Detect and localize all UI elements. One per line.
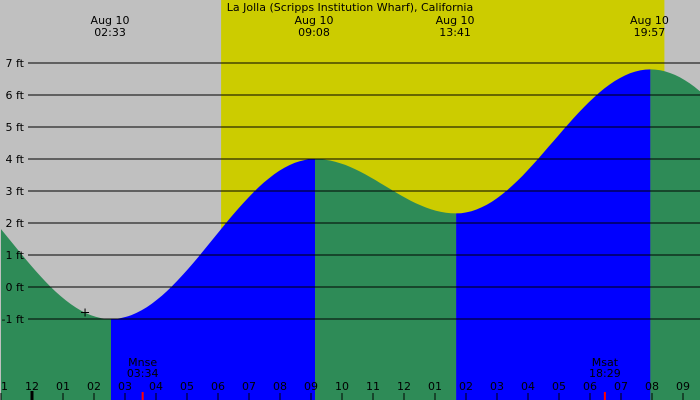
hour-tick-label: 04 — [521, 380, 535, 393]
moon-event-label: Msat — [592, 356, 619, 369]
hour-tick-label: 07 — [614, 380, 628, 393]
hour-tick-label: 06 — [211, 380, 225, 393]
y-tick-label: 4 ft — [6, 153, 25, 166]
y-tick-label: 2 ft — [6, 217, 25, 230]
hour-tick-label: 07 — [242, 380, 256, 393]
hour-tick-label: 01 — [428, 380, 442, 393]
y-tick-label: 3 ft — [6, 185, 25, 198]
tide-date-label: Aug 10 — [91, 14, 130, 27]
hour-tick-label: 01 — [56, 380, 70, 393]
tide-time-label: 19:57 — [634, 26, 666, 39]
hour-tick-label: 06 — [583, 380, 597, 393]
tide-date-label: Aug 10 — [630, 14, 669, 27]
hour-tick-label: 02 — [459, 380, 473, 393]
tide-date-label: Aug 10 — [436, 14, 475, 27]
moon-event-label: Mnse — [128, 356, 157, 369]
tide-time-label: 09:08 — [298, 26, 330, 39]
y-tick-label: 0 ft — [6, 281, 25, 294]
hour-tick-label: 11 — [366, 380, 380, 393]
hour-tick-label: 02 — [87, 380, 101, 393]
falling-tide-segment — [315, 159, 457, 400]
hour-tick-label: 09 — [676, 380, 690, 393]
falling-tide-segment — [650, 69, 700, 400]
falling-tide-segment — [1, 229, 111, 400]
tide-time-label: 02:33 — [94, 26, 126, 39]
hour-tick-label: 10 — [335, 380, 349, 393]
rising-tide-segment — [456, 69, 651, 400]
hour-tick-label: 03 — [118, 380, 132, 393]
tide-area — [1, 69, 700, 400]
y-tick-label: 5 ft — [6, 121, 25, 134]
hour-tick-label: 08 — [645, 380, 659, 393]
moon-event-time: 03:34 — [127, 367, 159, 380]
hour-tick-label: 12 — [25, 380, 39, 393]
hour-tick-label: 05 — [552, 380, 566, 393]
hour-tick-label: 08 — [273, 380, 287, 393]
rising-tide-segment — [111, 159, 315, 400]
y-tick-label: -1 ft — [2, 313, 25, 326]
hour-tick-label: 12 — [397, 380, 411, 393]
moon-event-time: 18:29 — [589, 367, 621, 380]
hour-tick-label: 09 — [304, 380, 318, 393]
hour-tick-label: 03 — [490, 380, 504, 393]
hour-tick-label: 05 — [180, 380, 194, 393]
tide-time-label: 13:41 — [439, 26, 471, 39]
y-axis-labels: -1 ft 0 ft 1 ft 2 ft 3 ft 4 ft 5 ft 6 ft 7 ft — [2, 57, 25, 326]
y-tick-label: 7 ft — [6, 57, 25, 70]
x-axis: 11 12 01 02 03 04 05 06 07 08 09 10 11 12 01 02 03 04 05 06… — [0, 380, 690, 400]
tide-date-label: Aug 10 — [295, 14, 334, 27]
chart-title: La Jolla (Scripps Institution Wharf), Ca… — [227, 1, 473, 14]
low-tide-marker — [81, 308, 90, 317]
hour-tick-label: 04 — [149, 380, 163, 393]
gridlines — [28, 62, 700, 320]
y-tick-label: 1 ft — [6, 249, 25, 262]
y-tick-label: 6 ft — [6, 89, 25, 102]
hour-tick-label: 11 — [0, 380, 8, 393]
